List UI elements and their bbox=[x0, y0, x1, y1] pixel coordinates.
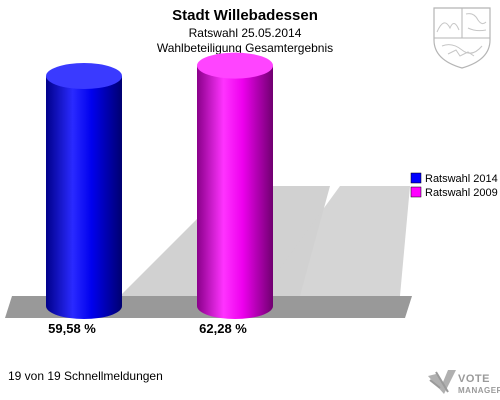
chart-subtitle-date: Ratswahl 25.05.2014 bbox=[189, 26, 302, 40]
brand-line-2: MANAGER bbox=[458, 386, 500, 395]
bar-top-ratswahl-2014 bbox=[46, 63, 122, 90]
chart-subtitle-scope: Wahlbeteiligung Gesamtergebnis bbox=[157, 41, 333, 55]
chart-title: Stadt Willebadessen bbox=[172, 7, 318, 24]
legend-swatch-ratswahl-2014 bbox=[410, 172, 422, 184]
legend-label-ratswahl-2009: Ratswahl 2009 bbox=[425, 187, 498, 199]
bar-ratswahl-2009 bbox=[197, 65, 273, 319]
legend-swatch-ratswahl-2009 bbox=[410, 186, 422, 198]
bar-shadow-ratswahl-2009 bbox=[260, 186, 410, 296]
vote-manager-logo-icon: VOTE MANAGER bbox=[428, 370, 500, 395]
value-label-ratswahl-2009: 62,28 % bbox=[199, 321, 247, 336]
bar-top-ratswahl-2009 bbox=[197, 52, 273, 79]
legend: Ratswahl 2014 Ratswahl 2009 bbox=[410, 172, 498, 199]
legend-label-ratswahl-2014: Ratswahl 2014 bbox=[425, 173, 498, 185]
brand-line-1: VOTE bbox=[458, 373, 490, 385]
report-status: 19 von 19 Schnellmeldungen bbox=[8, 369, 163, 383]
bar-group bbox=[46, 52, 273, 319]
nrw-coat-of-arms-icon bbox=[433, 7, 491, 69]
bar-ratswahl-2014 bbox=[46, 76, 122, 319]
value-label-ratswahl-2014: 59,58 % bbox=[48, 321, 96, 336]
